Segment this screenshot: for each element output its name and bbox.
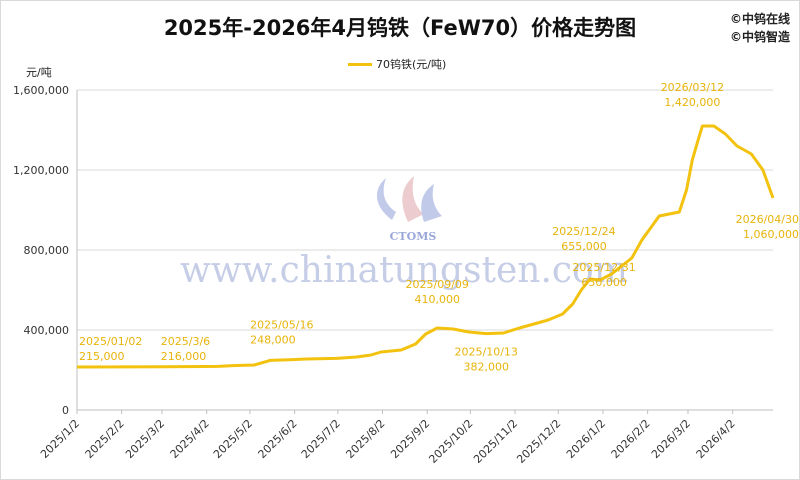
x-tick-label: 2025/1/2 xyxy=(38,417,82,461)
y-tick-label: 0 xyxy=(62,404,69,417)
legend: 70钨铁(元/吨) xyxy=(348,56,446,72)
x-tick-label: 2026/1/2 xyxy=(564,417,608,461)
x-tick-label: 2025/6/2 xyxy=(256,417,300,461)
x-tick-label: 2026/4/2 xyxy=(694,417,738,461)
annotation-value: 248,000 xyxy=(250,333,296,346)
annotation-date: 2025/10/13 xyxy=(455,346,518,359)
copyright-zhongwu-zhizao: ©中钨智造 xyxy=(729,30,790,44)
annotation-value: 1,420,000 xyxy=(664,96,720,109)
annotation-value: 216,000 xyxy=(161,350,207,363)
annotation-value: 655,000 xyxy=(561,240,607,253)
x-tick-label: 2025/8/2 xyxy=(343,417,387,461)
y-tick-label: 400,000 xyxy=(24,324,70,337)
copyright-zhongwu-online: ©中钨在线 xyxy=(729,12,790,26)
x-tick-label: 2025/5/2 xyxy=(211,417,255,461)
legend-line-swatch xyxy=(348,62,372,66)
watermark-url-text: www.chinatungsten.com xyxy=(180,250,628,291)
x-tick-label: 2025/10/2 xyxy=(426,417,475,466)
annotation-date: 2025/01/02 xyxy=(79,335,142,348)
x-tick-label: 2025/7/2 xyxy=(299,417,343,461)
annotation-value: 410,000 xyxy=(414,293,460,306)
annotation-value: 215,000 xyxy=(79,350,125,363)
annotation-value: 650,000 xyxy=(581,276,627,289)
annotation-date: 2025/05/16 xyxy=(250,318,313,331)
chart-title: 2025年-2026年4月钨铁（FeW70）价格走势图 xyxy=(163,16,637,40)
watermark: CTOMS www.chinatungsten.com xyxy=(180,176,628,291)
y-axis-unit-label: 元/吨 xyxy=(26,66,52,79)
y-tick-label: 1,200,000 xyxy=(13,164,69,177)
annotation-date: 2025/3/6 xyxy=(161,335,210,348)
annotation-date: 2026/03/12 xyxy=(661,81,724,94)
x-tick-label: 2025/12/2 xyxy=(514,417,563,466)
series-line-ferrotungsten xyxy=(76,124,775,369)
y-tick-label: 1,600,000 xyxy=(13,84,69,97)
x-tick-label: 2025/11/2 xyxy=(471,417,520,466)
annotation-date: 2026/04/30 xyxy=(736,213,799,226)
ctoms-logo-icon xyxy=(376,176,442,222)
x-tick-label: 2025/3/2 xyxy=(123,417,167,461)
x-tick-label: 2025/2/2 xyxy=(83,417,127,461)
legend-label: 70钨铁(元/吨) xyxy=(376,58,447,71)
x-tick-label: 2025/9/2 xyxy=(388,417,432,461)
annotation-date: 2025/12/31 xyxy=(572,261,635,274)
x-tick-label: 2025/4/2 xyxy=(168,417,212,461)
y-tick-label: 800,000 xyxy=(24,244,70,257)
annotation-date: 2025/12/24 xyxy=(552,225,615,238)
annotation-value: 1,060,000 xyxy=(743,228,799,241)
x-tick-label: 2026/2/2 xyxy=(609,417,653,461)
annotation-value: 382,000 xyxy=(463,361,509,374)
x-tick-label: 2026/3/2 xyxy=(649,417,693,461)
watermark-logo-text: CTOMS xyxy=(390,230,437,243)
annotation-date: 2025/09/09 xyxy=(406,278,469,291)
